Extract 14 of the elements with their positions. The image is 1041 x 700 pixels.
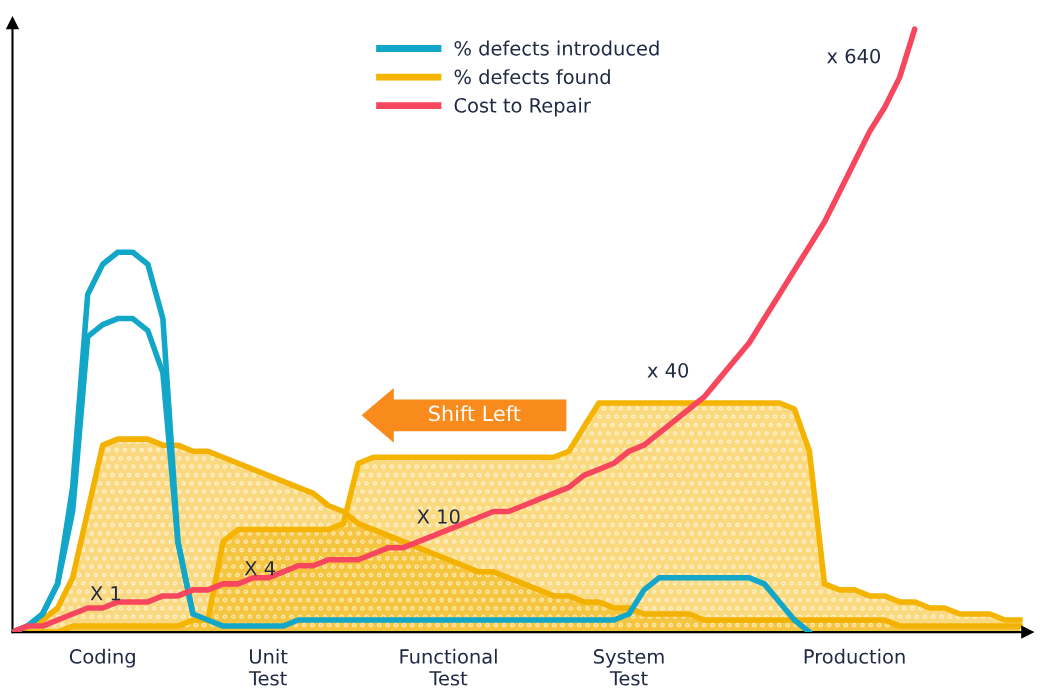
annotation: X 4: [244, 561, 275, 576]
annotation: x 640: [827, 48, 881, 64]
x-tick-label: Production: [804, 648, 905, 664]
legend-label: % defects found: [454, 69, 610, 85]
x-tick-label: Functional Test: [400, 648, 497, 686]
x-tick-label: System Test: [594, 649, 664, 686]
annotation: X 1: [90, 586, 121, 601]
annotation: Shift Left: [429, 405, 521, 422]
x-tick-label: Unit Test: [248, 648, 288, 686]
legend-label: Cost to Repair: [454, 97, 591, 117]
legend-label: % defects introduced: [454, 40, 659, 56]
x-tick-label: Coding: [69, 648, 135, 668]
annotation: X 10: [417, 509, 460, 524]
annotation: x 40: [647, 362, 689, 378]
